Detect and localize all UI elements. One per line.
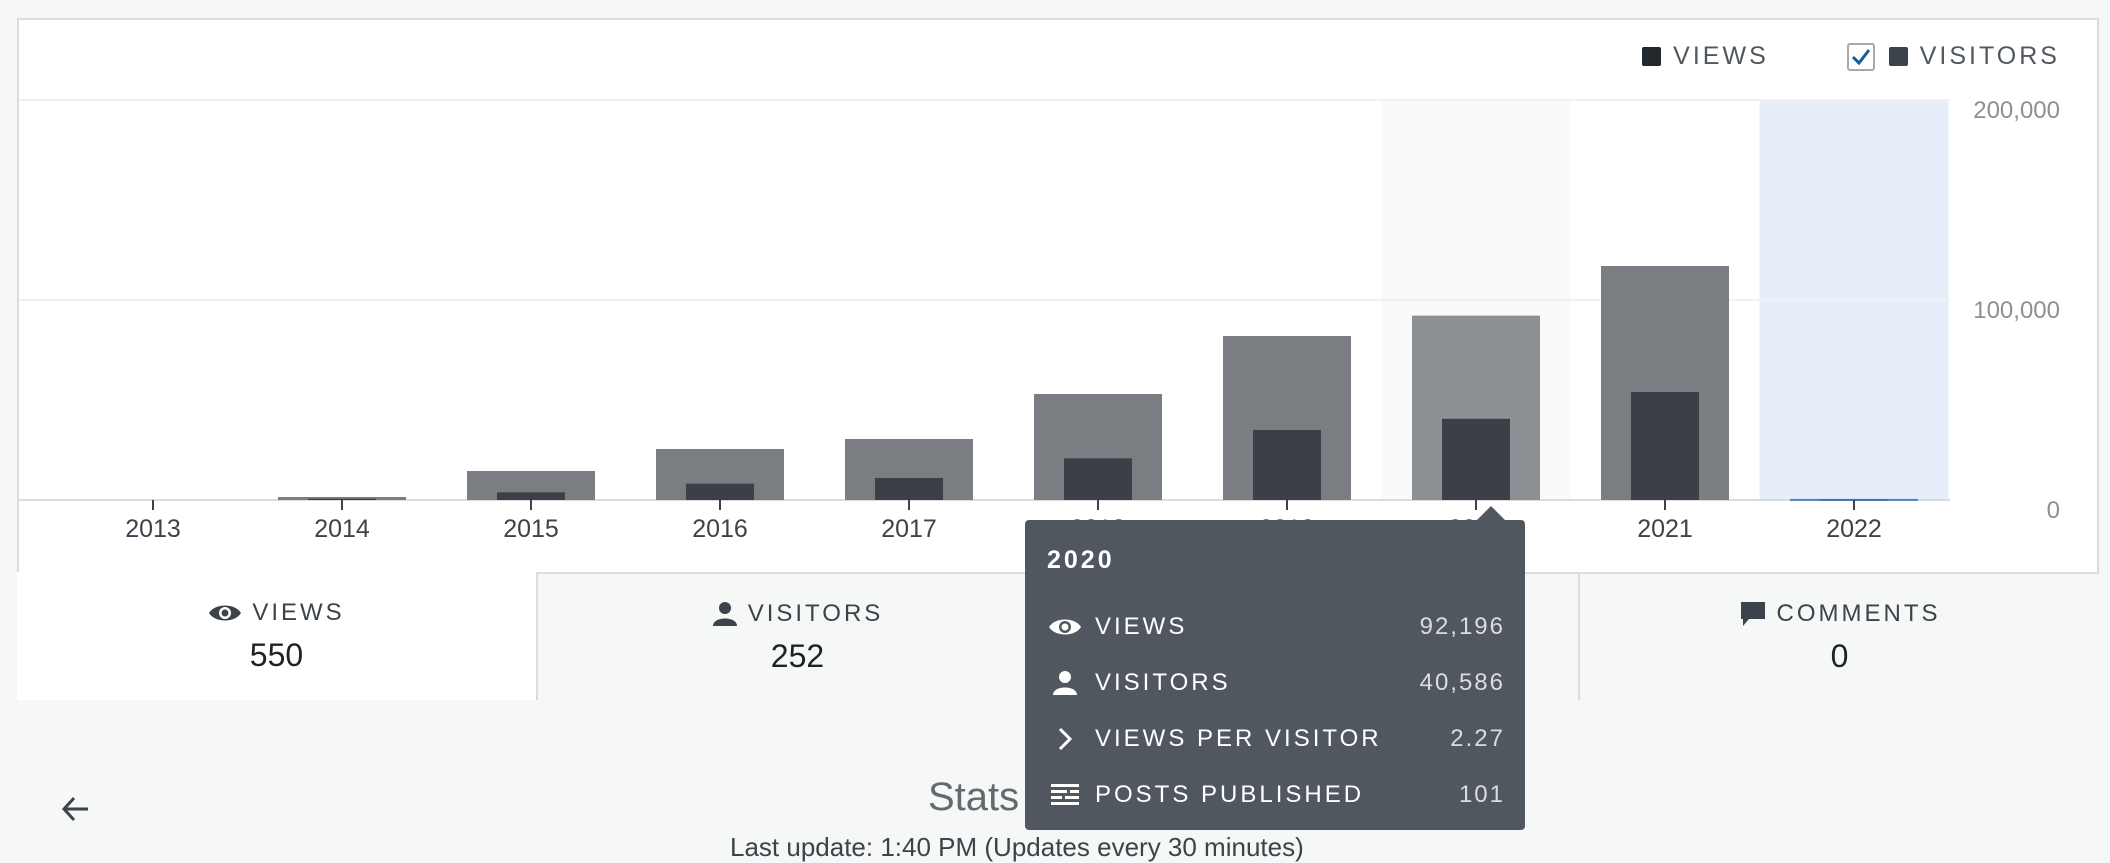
tooltip-arrow xyxy=(1477,506,1505,520)
visitors-bar xyxy=(1631,392,1699,500)
stat-comments-label: COMMENTS xyxy=(1776,599,1941,627)
legend-visitors[interactable]: VISITORS xyxy=(1846,42,2060,71)
x-tick-label: 2015 xyxy=(503,515,559,543)
legend-visitors-swatch xyxy=(1888,47,1908,66)
stat-views-value: 550 xyxy=(249,636,304,673)
tooltip-views-value: 92,196 xyxy=(1419,613,1505,640)
x-tick-label: 2017 xyxy=(881,515,937,543)
eye-icon xyxy=(209,605,242,620)
views-bar xyxy=(278,497,406,500)
x-tick-label: 2022 xyxy=(1826,515,1882,543)
back-arrow-icon[interactable] xyxy=(60,795,92,823)
tooltip-vpv-value: 2.27 xyxy=(1450,725,1505,752)
x-tick-label: 2016 xyxy=(692,515,748,543)
visitors-bar xyxy=(308,498,376,500)
x-tick-label: 2021 xyxy=(1637,515,1693,543)
x-tick-label: 2013 xyxy=(125,515,181,543)
legend-views: VIEWS xyxy=(1642,42,1769,71)
person-icon xyxy=(712,601,737,626)
visitors-bar xyxy=(1253,430,1321,500)
y-tick-label: 200,000 xyxy=(1973,97,2060,124)
tooltip-vpv-label: VIEWS PER VISITOR xyxy=(1095,725,1382,752)
checkmark-icon xyxy=(1851,48,1870,65)
visitors-bar xyxy=(875,478,943,500)
stat-visitors-value: 252 xyxy=(770,637,825,674)
comment-icon xyxy=(1740,601,1765,626)
y-tick-label: 100,000 xyxy=(1973,297,2060,324)
stat-comments-value: 0 xyxy=(1830,637,1849,674)
tooltip-title: 2020 xyxy=(1047,546,1115,574)
visitors-bar xyxy=(1064,458,1132,500)
tooltip-posts-label: POSTS PUBLISHED xyxy=(1095,781,1365,808)
stat-views[interactable]: VIEWS 550 xyxy=(17,572,536,700)
tooltip-visitors-label: VISITORS xyxy=(1095,669,1231,696)
legend-visitors-label: VISITORS xyxy=(1919,42,2060,70)
stat-visitors-label: VISITORS xyxy=(747,599,884,627)
visitors-checkbox[interactable] xyxy=(1846,42,1875,71)
tooltip-views-label: VIEWS xyxy=(1095,613,1188,640)
chart-legend: VIEWS VISITORS xyxy=(1564,42,2060,71)
tooltip-posts-value: 101 xyxy=(1458,781,1505,808)
visitors-bar xyxy=(497,492,565,500)
chart-tooltip: 2020 VIEWS 92,196 VISITORS 40,586 VIEWS xyxy=(1025,506,1525,830)
legend-views-label: VIEWS xyxy=(1673,42,1769,70)
last-update-text: Last update: 1:40 PM (Updates every 30 m… xyxy=(730,832,1304,862)
tooltip-row-posts: POSTS PUBLISHED 101 xyxy=(1047,767,1505,823)
tooltip-visitors-value: 40,586 xyxy=(1419,669,1505,696)
person-icon xyxy=(1053,671,1077,695)
tooltip-row-visitors: VISITORS 40,586 xyxy=(1047,655,1505,711)
tooltip-row-views-per-visitor: VIEWS PER VISITOR 2.27 xyxy=(1047,711,1505,767)
page-title: Stats xyxy=(928,775,1020,819)
tooltip-row-views: VIEWS 92,196 xyxy=(1047,599,1505,655)
posts-icon xyxy=(1051,784,1079,805)
legend-views-swatch xyxy=(1642,47,1662,66)
visitors-bar xyxy=(686,483,754,500)
stat-views-label: VIEWS xyxy=(252,598,345,626)
stat-visitors[interactable]: VISITORS 252 xyxy=(536,572,1057,700)
x-tick-label: 2014 xyxy=(314,515,370,543)
chevron-right-icon xyxy=(1058,727,1073,751)
visitors-bar xyxy=(1442,418,1510,500)
visitors-bar xyxy=(1820,499,1888,501)
bar-chart: 0100,000200,0002013201420152016201720182… xyxy=(19,97,2060,543)
stat-comments[interactable]: COMMENTS 0 xyxy=(1578,572,2099,700)
y-tick-label: 0 xyxy=(2047,497,2060,524)
eye-icon xyxy=(1049,619,1081,635)
